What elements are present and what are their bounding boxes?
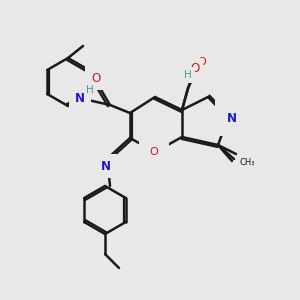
Text: CH₃: CH₃: [240, 158, 256, 167]
Text: N: N: [227, 112, 237, 124]
Text: H: H: [192, 61, 200, 71]
Text: N: N: [101, 160, 111, 172]
Text: H: H: [86, 85, 94, 95]
Text: N: N: [75, 92, 85, 104]
Text: O: O: [92, 71, 100, 85]
Text: O: O: [198, 57, 206, 67]
Text: O: O: [150, 147, 158, 157]
Text: O: O: [190, 61, 200, 74]
Text: H: H: [184, 70, 192, 80]
